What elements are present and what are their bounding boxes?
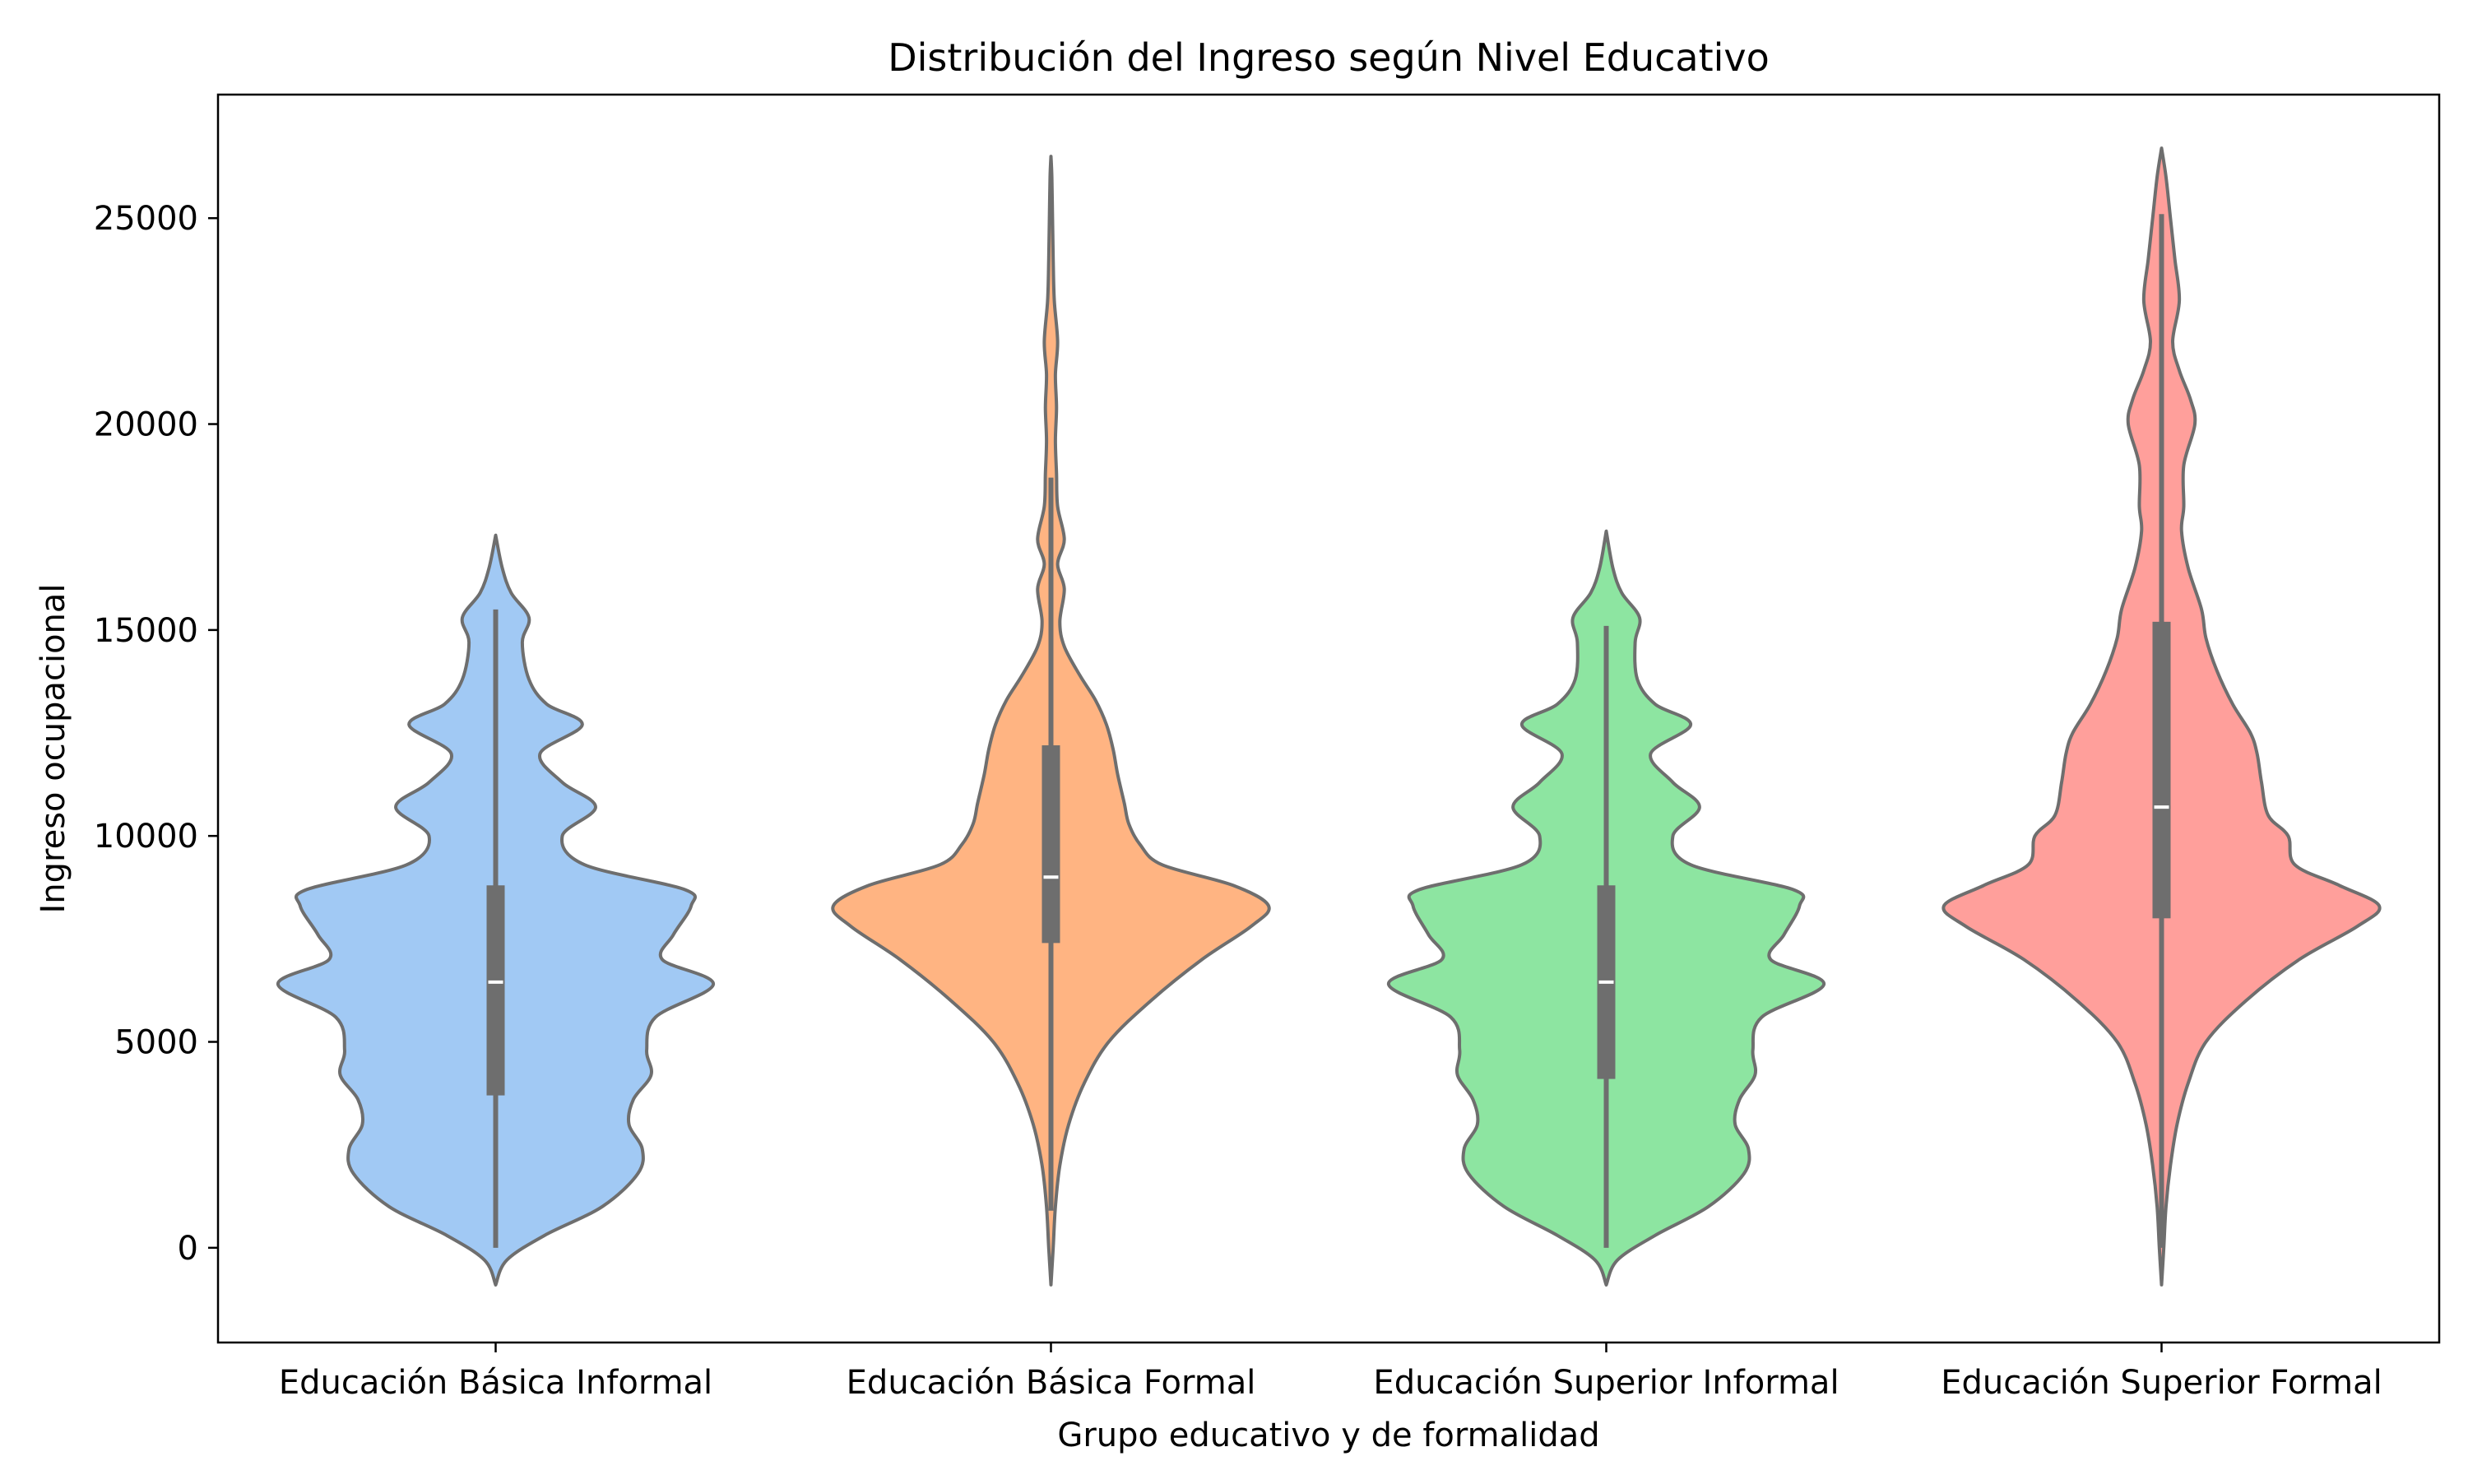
x-tick-label: Educación Básica Informal bbox=[279, 1364, 712, 1402]
y-tick-label: 10000 bbox=[94, 818, 198, 856]
x-tick-label: Educación Superior Informal bbox=[1373, 1364, 1839, 1402]
plot-frame bbox=[216, 93, 2441, 1344]
violins-layer bbox=[276, 146, 2382, 1287]
chart-title: Distribución del Ingreso según Nivel Edu… bbox=[888, 35, 1770, 80]
y-tick-label: 25000 bbox=[94, 200, 198, 238]
x-tick-label: Educación Superior Formal bbox=[1941, 1364, 2382, 1402]
y-tick-label: 0 bbox=[178, 1230, 198, 1268]
y-tick-label: 15000 bbox=[94, 612, 198, 650]
violin-iqr-box bbox=[1041, 745, 1060, 944]
y-tick-label: 5000 bbox=[114, 1024, 198, 1062]
y-tick-label: 20000 bbox=[94, 406, 198, 444]
violin-3 bbox=[1386, 529, 1826, 1287]
violin-1 bbox=[276, 533, 716, 1287]
x-axis-label: Grupo educativo y de formalidad bbox=[1057, 1417, 1599, 1454]
violin-4 bbox=[1941, 146, 2382, 1287]
violin-iqr-box bbox=[486, 885, 505, 1096]
y-axis-label: Ingreso ocupacional bbox=[35, 583, 72, 913]
y-axis: 0 5000 10000 15000 20000 25000 bbox=[94, 200, 218, 1268]
x-axis: Educación Básica Informal Educación Básic… bbox=[279, 1343, 2382, 1402]
violin-2 bbox=[831, 155, 1271, 1287]
x-tick-label: Educación Básica Formal bbox=[847, 1364, 1256, 1402]
violin-iqr-box bbox=[2152, 621, 2171, 919]
